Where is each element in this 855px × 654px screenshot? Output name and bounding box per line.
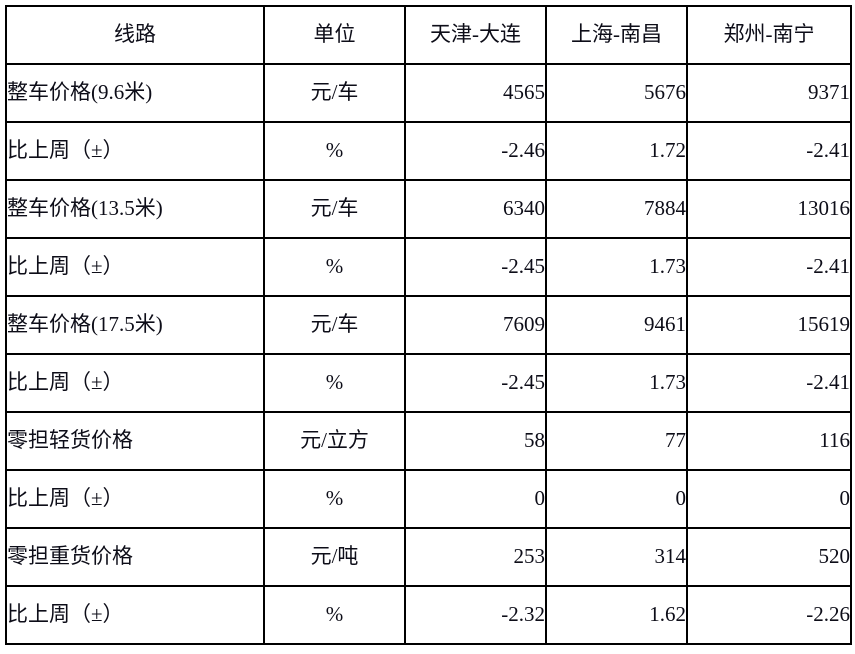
cell-unit: % bbox=[263, 121, 406, 181]
cell-metric: 比上周（±） bbox=[5, 121, 265, 181]
cell-metric: 比上周（±） bbox=[5, 469, 265, 529]
freight-price-table: 线路 单位 天津-大连 上海-南昌 郑州-南宁 整车价格(9.6米) 元/车 4… bbox=[5, 5, 852, 645]
cell-value-route-1: 253 bbox=[404, 527, 547, 587]
cell-metric: 比上周（±） bbox=[5, 353, 265, 413]
cell-metric: 比上周（±） bbox=[5, 237, 265, 297]
column-header-route-1: 天津-大连 bbox=[404, 5, 547, 65]
cell-value-route-1: 7609 bbox=[404, 295, 547, 355]
table-header: 线路 单位 天津-大连 上海-南昌 郑州-南宁 bbox=[5, 5, 852, 65]
table-row: 比上周（±） % -2.32 1.62 -2.26 bbox=[5, 585, 852, 645]
cell-unit: 元/车 bbox=[263, 295, 406, 355]
cell-value-route-3: -2.41 bbox=[686, 353, 852, 413]
cell-value-route-2: 314 bbox=[545, 527, 688, 587]
cell-value-route-3: 116 bbox=[686, 411, 852, 471]
cell-unit: % bbox=[263, 353, 406, 413]
cell-value-route-1: 58 bbox=[404, 411, 547, 471]
cell-unit: 元/车 bbox=[263, 179, 406, 239]
cell-value-route-3: -2.26 bbox=[686, 585, 852, 645]
cell-value-route-1: 4565 bbox=[404, 63, 547, 123]
cell-value-route-2: 0 bbox=[545, 469, 688, 529]
cell-value-route-1: -2.45 bbox=[404, 237, 547, 297]
cell-value-route-3: 9371 bbox=[686, 63, 852, 123]
cell-metric: 零担重货价格 bbox=[5, 527, 265, 587]
cell-value-route-2: 9461 bbox=[545, 295, 688, 355]
cell-value-route-3: 0 bbox=[686, 469, 852, 529]
column-header-metric: 线路 bbox=[5, 5, 265, 65]
cell-value-route-2: 1.72 bbox=[545, 121, 688, 181]
cell-unit: 元/车 bbox=[263, 63, 406, 123]
table-row: 整车价格(13.5米) 元/车 6340 7884 13016 bbox=[5, 179, 852, 239]
cell-value-route-1: 0 bbox=[404, 469, 547, 529]
cell-value-route-3: 15619 bbox=[686, 295, 852, 355]
cell-unit: % bbox=[263, 237, 406, 297]
cell-unit: % bbox=[263, 469, 406, 529]
table-row: 整车价格(17.5米) 元/车 7609 9461 15619 bbox=[5, 295, 852, 355]
cell-metric: 零担轻货价格 bbox=[5, 411, 265, 471]
cell-value-route-2: 77 bbox=[545, 411, 688, 471]
table-header-row: 线路 单位 天津-大连 上海-南昌 郑州-南宁 bbox=[5, 5, 852, 65]
table-body: 整车价格(9.6米) 元/车 4565 5676 9371 比上周（±） % -… bbox=[5, 63, 852, 645]
table-row: 比上周（±） % -2.45 1.73 -2.41 bbox=[5, 353, 852, 413]
cell-metric: 比上周（±） bbox=[5, 585, 265, 645]
cell-value-route-2: 5676 bbox=[545, 63, 688, 123]
cell-value-route-2: 1.62 bbox=[545, 585, 688, 645]
cell-value-route-1: -2.32 bbox=[404, 585, 547, 645]
table-row: 零担重货价格 元/吨 253 314 520 bbox=[5, 527, 852, 587]
table-row: 比上周（±） % -2.45 1.73 -2.41 bbox=[5, 237, 852, 297]
column-header-route-3: 郑州-南宁 bbox=[686, 5, 852, 65]
column-header-route-2: 上海-南昌 bbox=[545, 5, 688, 65]
cell-value-route-2: 1.73 bbox=[545, 237, 688, 297]
column-header-unit: 单位 bbox=[263, 5, 406, 65]
cell-value-route-3: -2.41 bbox=[686, 121, 852, 181]
table-row: 比上周（±） % 0 0 0 bbox=[5, 469, 852, 529]
cell-value-route-2: 1.73 bbox=[545, 353, 688, 413]
cell-metric: 整车价格(13.5米) bbox=[5, 179, 265, 239]
cell-value-route-1: -2.45 bbox=[404, 353, 547, 413]
cell-value-route-2: 7884 bbox=[545, 179, 688, 239]
cell-value-route-1: -2.46 bbox=[404, 121, 547, 181]
cell-value-route-3: 13016 bbox=[686, 179, 852, 239]
cell-value-route-1: 6340 bbox=[404, 179, 547, 239]
freight-price-table-container: 线路 单位 天津-大连 上海-南昌 郑州-南宁 整车价格(9.6米) 元/车 4… bbox=[5, 5, 852, 645]
cell-metric: 整车价格(9.6米) bbox=[5, 63, 265, 123]
cell-unit: % bbox=[263, 585, 406, 645]
cell-value-route-3: -2.41 bbox=[686, 237, 852, 297]
table-row: 比上周（±） % -2.46 1.72 -2.41 bbox=[5, 121, 852, 181]
cell-value-route-3: 520 bbox=[686, 527, 852, 587]
cell-unit: 元/吨 bbox=[263, 527, 406, 587]
table-row: 整车价格(9.6米) 元/车 4565 5676 9371 bbox=[5, 63, 852, 123]
table-row: 零担轻货价格 元/立方 58 77 116 bbox=[5, 411, 852, 471]
cell-metric: 整车价格(17.5米) bbox=[5, 295, 265, 355]
cell-unit: 元/立方 bbox=[263, 411, 406, 471]
